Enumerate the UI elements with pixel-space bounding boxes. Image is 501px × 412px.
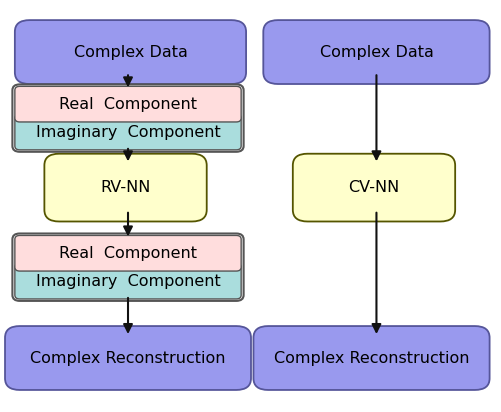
FancyBboxPatch shape (15, 263, 240, 299)
Text: Complex Data: Complex Data (319, 44, 432, 60)
FancyBboxPatch shape (15, 235, 240, 271)
Text: Real  Component: Real Component (59, 246, 196, 261)
Text: RV-NN: RV-NN (100, 180, 150, 195)
FancyBboxPatch shape (15, 20, 245, 84)
Text: Complex Data: Complex Data (73, 44, 187, 60)
FancyBboxPatch shape (44, 154, 206, 222)
Text: Complex Reconstruction: Complex Reconstruction (273, 351, 468, 365)
FancyBboxPatch shape (292, 154, 454, 222)
Text: Complex Reconstruction: Complex Reconstruction (30, 351, 225, 365)
FancyBboxPatch shape (15, 87, 240, 122)
Text: Real  Component: Real Component (59, 97, 196, 112)
Text: Imaginary  Component: Imaginary Component (36, 124, 220, 140)
FancyBboxPatch shape (5, 326, 250, 390)
FancyBboxPatch shape (15, 114, 240, 150)
FancyBboxPatch shape (253, 326, 488, 390)
FancyBboxPatch shape (263, 20, 488, 84)
Text: CV-NN: CV-NN (348, 180, 399, 195)
Text: Imaginary  Component: Imaginary Component (36, 274, 220, 289)
